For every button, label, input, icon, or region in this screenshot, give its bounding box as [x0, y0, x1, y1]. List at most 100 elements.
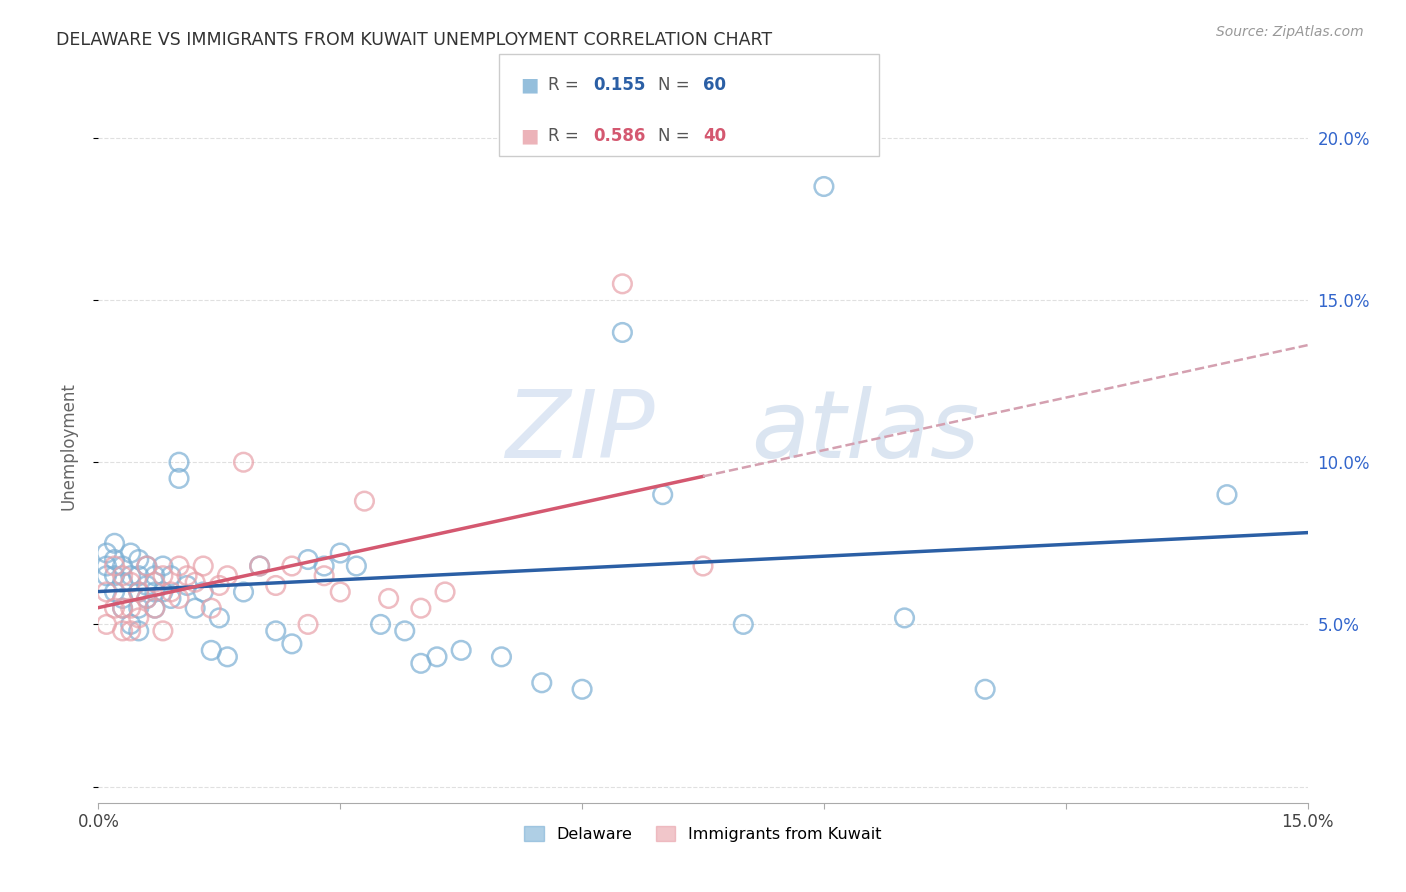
Point [232, 585, 254, 599]
Point [103, 536, 125, 550]
Point [264, 624, 287, 638]
Point [353, 494, 375, 508]
Point [143, 601, 166, 615]
Point [111, 568, 134, 582]
Point [167, 455, 190, 469]
Text: 60: 60 [703, 76, 725, 94]
Text: 0.586: 0.586 [593, 127, 645, 145]
Point [394, 624, 416, 638]
Point [160, 591, 183, 606]
Point [409, 601, 432, 615]
Point [128, 601, 150, 615]
Point [103, 585, 125, 599]
Text: R =: R = [548, 127, 585, 145]
Text: ■: ■ [520, 75, 538, 95]
Point [281, 637, 304, 651]
Point [200, 643, 222, 657]
Text: 40: 40 [703, 127, 725, 145]
Point [184, 575, 207, 590]
Point [152, 624, 174, 638]
Text: N =: N = [658, 127, 695, 145]
Point [297, 617, 319, 632]
Text: ■: ■ [520, 126, 538, 145]
Point [571, 682, 593, 697]
Point [103, 568, 125, 582]
Point [281, 559, 304, 574]
Point [120, 601, 142, 615]
Point [530, 675, 553, 690]
Point [249, 559, 271, 574]
Point [96, 617, 118, 632]
Point [450, 643, 472, 657]
Point [344, 559, 367, 574]
Point [103, 552, 125, 566]
Point [111, 601, 134, 615]
Point [297, 552, 319, 566]
Point [249, 559, 271, 574]
Point [135, 578, 157, 592]
Point [103, 559, 125, 574]
Point [111, 559, 134, 574]
Point [193, 559, 215, 574]
Point [329, 585, 352, 599]
Point [143, 601, 166, 615]
Point [152, 559, 174, 574]
Point [128, 568, 150, 582]
Point [232, 455, 254, 469]
Point [377, 591, 399, 606]
Point [152, 585, 174, 599]
Point [409, 657, 432, 671]
Point [176, 568, 198, 582]
Text: N =: N = [658, 76, 695, 94]
Point [135, 559, 157, 574]
Point [128, 585, 150, 599]
Y-axis label: Unemployment: Unemployment [59, 382, 77, 510]
Point [1216, 488, 1239, 502]
Point [314, 559, 336, 574]
Point [96, 585, 118, 599]
Point [96, 568, 118, 582]
Point [120, 568, 142, 582]
Point [135, 591, 157, 606]
Point [264, 578, 287, 592]
Point [208, 578, 231, 592]
Point [193, 585, 215, 599]
Point [314, 568, 336, 582]
Point [612, 326, 634, 340]
Point [111, 624, 134, 638]
Point [184, 601, 207, 615]
Point [111, 601, 134, 615]
Point [217, 649, 239, 664]
Point [96, 546, 118, 560]
Point [160, 585, 183, 599]
Point [135, 591, 157, 606]
Point [167, 471, 190, 485]
Point [103, 601, 125, 615]
Point [651, 488, 673, 502]
Text: R =: R = [548, 76, 585, 94]
Point [167, 559, 190, 574]
Point [813, 179, 835, 194]
Point [128, 624, 150, 638]
Point [893, 611, 915, 625]
Point [434, 585, 457, 599]
Point [733, 617, 755, 632]
Text: ZIP: ZIP [505, 386, 655, 477]
Point [370, 617, 392, 632]
Point [120, 617, 142, 632]
Point [143, 585, 166, 599]
Point [135, 559, 157, 574]
Point [111, 591, 134, 606]
Point [692, 559, 714, 574]
Point [217, 568, 239, 582]
Point [143, 568, 166, 582]
Text: DELAWARE VS IMMIGRANTS FROM KUWAIT UNEMPLOYMENT CORRELATION CHART: DELAWARE VS IMMIGRANTS FROM KUWAIT UNEMP… [56, 31, 772, 49]
Legend: Delaware, Immigrants from Kuwait: Delaware, Immigrants from Kuwait [517, 820, 889, 848]
Point [120, 575, 142, 590]
Point [491, 649, 513, 664]
Point [612, 277, 634, 291]
Text: Source: ZipAtlas.com: Source: ZipAtlas.com [1216, 25, 1364, 39]
Point [111, 575, 134, 590]
Point [329, 546, 352, 560]
Point [143, 575, 166, 590]
